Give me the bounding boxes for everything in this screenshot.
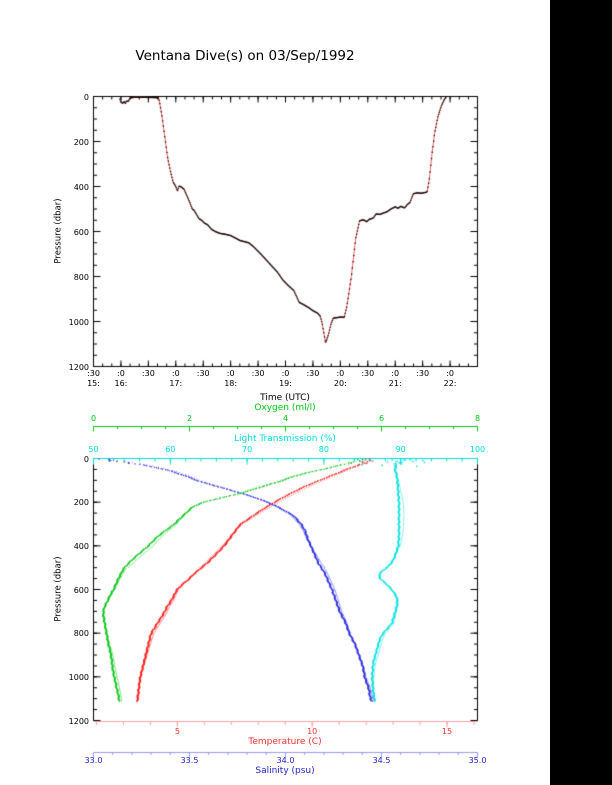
tick-label-time-minutes: :0 xyxy=(117,369,125,378)
tick-label-pressure-bottom: 200 xyxy=(73,498,89,508)
tick-label-time-minutes: :30 xyxy=(361,369,375,378)
tick-label-transmission: 60 xyxy=(165,444,176,454)
tick-label-time-minutes: :0 xyxy=(226,369,235,378)
tick-label-pressure-bottom: 800 xyxy=(73,629,89,639)
letterbox-right xyxy=(550,0,612,785)
oxygen-axis-label: Oxygen (ml/l) xyxy=(254,403,316,413)
tick-label-pressure-bottom: 1000 xyxy=(68,672,89,682)
tick-label-oxygen: 4 xyxy=(282,414,289,423)
tick-label-time-hours: 20: xyxy=(333,378,347,388)
tick-label-transmission: 100 xyxy=(469,444,486,454)
tick-label-time-hours: 15: xyxy=(87,378,100,388)
tick-label-time-minutes: :30 xyxy=(87,369,100,378)
tick-label-temperature: 5 xyxy=(174,726,180,736)
tick-label-salinity: 33.0 xyxy=(84,756,103,765)
tick-label-pressure-bottom: 600 xyxy=(73,585,89,595)
tick-label-time-hours: 22: xyxy=(443,378,457,388)
tick-label-pressure-bottom: 0 xyxy=(83,454,89,464)
tick-label-transmission: 70 xyxy=(242,444,253,454)
tick-label-time-minutes: :30 xyxy=(306,369,320,378)
tick-label-time-hours: 17: xyxy=(169,378,183,388)
tick-label-time-minutes: :30 xyxy=(251,369,265,378)
tick-label-temperature: 15 xyxy=(441,726,453,736)
tick-label-pressure-bottom: 1200 xyxy=(68,716,89,726)
tick-label-time-hours: 16: xyxy=(114,378,128,388)
tick-label-salinity: 34.0 xyxy=(276,756,295,765)
tick-label-time-minutes: :30 xyxy=(416,369,430,378)
tick-label-pressure-bottom: 400 xyxy=(73,541,89,551)
tick-label-oxygen: 0 xyxy=(90,414,97,423)
page-title: Ventana Dive(s) on 03/Sep/1992 xyxy=(135,48,355,64)
tick-label-time-hours: 19: xyxy=(279,378,292,388)
tick-label-time-minutes: :30 xyxy=(141,369,155,378)
pressure-axis-label-bottom: Pressure (dbar) xyxy=(53,556,64,622)
tick-label-pressure-top: 1000 xyxy=(68,317,89,327)
tick-label-pressure-top: 1200 xyxy=(68,362,89,372)
tick-label-transmission: 90 xyxy=(395,444,406,454)
tick-label-transmission: 50 xyxy=(88,444,99,454)
tick-label-salinity: 33.5 xyxy=(180,756,199,765)
tick-label-time-minutes: :0 xyxy=(336,369,345,378)
tick-label-pressure-top: 400 xyxy=(73,182,89,192)
tick-label-time-minutes: :30 xyxy=(196,369,210,378)
time-axis-label: Time (UTC) xyxy=(260,393,310,403)
tick-label-oxygen: 8 xyxy=(474,414,481,423)
tick-label-time-minutes: :0 xyxy=(391,369,400,378)
tick-label-time-minutes: :0 xyxy=(281,369,290,378)
tick-label-oxygen: 6 xyxy=(378,414,385,423)
salinity-axis-label: Salinity (psu) xyxy=(255,766,315,776)
pressure-axis-label-top: Pressure (dbar) xyxy=(53,198,64,264)
tick-label-pressure-top: 200 xyxy=(73,137,89,147)
tick-label-temperature: 10 xyxy=(307,726,318,736)
light-transmission-axis-label: Light Transmission (%) xyxy=(234,434,336,444)
tick-label-time-minutes: :0 xyxy=(171,369,180,378)
tick-label-time-minutes: :0 xyxy=(446,369,454,378)
tick-label-time-hours: 18: xyxy=(224,378,238,388)
tick-label-salinity: 34.5 xyxy=(372,756,391,765)
temperature-axis-label: Temperature (C) xyxy=(248,737,322,747)
tick-label-time-hours: 21: xyxy=(388,378,402,388)
tick-label-pressure-top: 600 xyxy=(73,227,89,237)
tick-label-transmission: 80 xyxy=(318,444,329,454)
tick-label-pressure-top: 800 xyxy=(73,272,89,282)
tick-label-oxygen: 2 xyxy=(186,414,193,423)
tick-label-salinity: 35.0 xyxy=(468,756,487,765)
tick-label-pressure-top: 0 xyxy=(83,92,89,102)
